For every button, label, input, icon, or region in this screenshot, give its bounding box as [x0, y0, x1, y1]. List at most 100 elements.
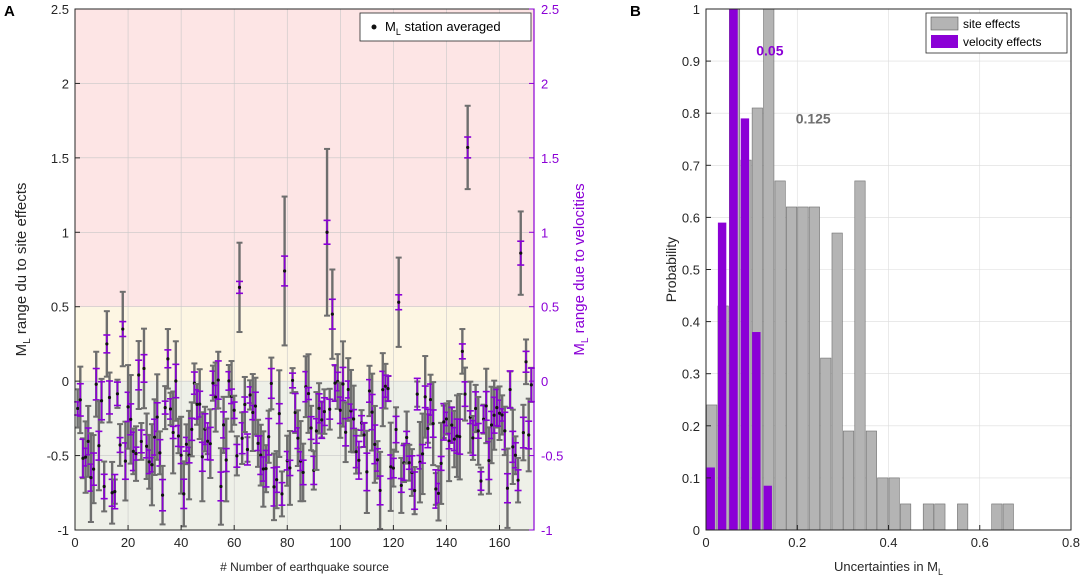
station-averaged-point — [328, 407, 332, 411]
station-averaged-point — [227, 379, 231, 383]
station-averaged-point — [99, 399, 104, 403]
station-averaged-point — [439, 461, 443, 465]
site-effects-bar — [843, 430, 855, 531]
station-averaged-point — [115, 392, 120, 396]
station-averaged-point — [458, 435, 462, 439]
station-averaged-point — [158, 451, 162, 455]
station-averaged-point — [527, 433, 531, 437]
station-averaged-point — [428, 397, 433, 402]
station-averaged-point — [184, 442, 189, 446]
x-tick-label: 0 — [702, 535, 709, 550]
legend-station-averaged: ML station averaged — [385, 19, 501, 37]
site-effects-bar — [900, 503, 912, 531]
station-averaged-point — [253, 404, 258, 408]
station-averaged-point — [142, 366, 146, 371]
station-averaged-point — [237, 285, 242, 289]
station-averaged-point — [147, 460, 151, 464]
y-tick-label: 0.2 — [682, 419, 700, 434]
station-averaged-point — [89, 476, 93, 480]
station-averaged-point — [301, 470, 305, 475]
station-averaged-point — [134, 451, 138, 456]
station-averaged-point — [269, 381, 273, 386]
station-averaged-point — [399, 483, 403, 488]
station-averaged-point — [508, 387, 512, 392]
station-averaged-point — [370, 410, 374, 414]
station-averaged-point — [487, 458, 491, 463]
station-averaged-point — [431, 422, 435, 426]
station-averaged-point — [317, 406, 321, 410]
station-averaged-point — [413, 489, 417, 493]
x-tick-label: 40 — [174, 535, 188, 550]
x-tick-label: 60 — [227, 535, 241, 550]
station-averaged-point — [261, 467, 265, 471]
station-averaged-point — [251, 410, 255, 415]
station-averaged-point — [474, 406, 478, 411]
station-averaged-point — [407, 461, 411, 465]
station-averaged-point — [471, 436, 475, 440]
station-averaged-point — [176, 434, 181, 438]
station-averaged-point — [208, 442, 212, 446]
station-averaged-point — [314, 429, 319, 433]
y-tick-label: 0 — [693, 523, 700, 538]
y-tick-label: 1 — [693, 2, 700, 17]
x-tick-label: 20 — [121, 535, 135, 550]
station-averaged-point — [105, 342, 109, 346]
station-averaged-point — [365, 470, 369, 474]
station-averaged-point — [97, 444, 101, 448]
x-tick-label: 100 — [329, 535, 351, 550]
y-tick-label-right: -1 — [541, 523, 553, 538]
x-tick-label: 0.4 — [879, 535, 897, 550]
y-tick-label: 0.7 — [682, 158, 700, 173]
station-averaged-point — [450, 423, 454, 427]
y-tick-label-left: -0.5 — [47, 449, 69, 464]
y-tick-label-left: 2.5 — [51, 2, 69, 17]
station-averaged-point — [221, 423, 226, 427]
station-averaged-point — [405, 435, 409, 440]
site-effects-bar — [957, 503, 969, 531]
station-averaged-point — [394, 427, 398, 432]
station-averaged-point — [200, 455, 204, 459]
y-tick-label-right: -0.5 — [541, 449, 563, 464]
station-averaged-point — [123, 459, 128, 463]
y-tick-label-left: 0.5 — [51, 300, 69, 315]
station-averaged-point — [383, 384, 388, 388]
x-tick-label: 0.2 — [788, 535, 806, 550]
panel-b-x-axis-label: Uncertainties in ML — [834, 559, 943, 577]
station-averaged-point — [460, 349, 464, 353]
y-tick-label-right: 1.5 — [541, 151, 559, 166]
station-averaged-point — [322, 409, 326, 414]
station-averaged-point — [306, 391, 311, 396]
y-tick-label-left: 0 — [62, 374, 69, 389]
panel-b-y-axis-label: Probability — [663, 237, 679, 302]
station-averaged-point — [168, 407, 173, 411]
station-averaged-point — [436, 491, 441, 495]
station-averaged-point — [455, 434, 459, 438]
station-averaged-point — [519, 251, 523, 255]
station-averaged-point — [198, 402, 202, 406]
panel-b-legend: site effects velocity effects — [925, 12, 1068, 54]
x-tick-label: 120 — [383, 535, 405, 550]
station-averaged-point — [84, 455, 88, 459]
station-averaged-point — [325, 230, 329, 234]
y-tick-label: 0.6 — [682, 210, 700, 225]
station-averaged-point — [113, 490, 117, 494]
station-averaged-point — [78, 398, 82, 402]
site-effects-bar — [1002, 503, 1014, 531]
x-tick-label: 0 — [71, 535, 78, 550]
site-effects-bar — [934, 503, 946, 531]
station-averaged-point — [152, 435, 157, 439]
x-tick-label: 80 — [280, 535, 294, 550]
station-averaged-point — [81, 456, 85, 460]
station-averaged-point — [179, 453, 183, 457]
station-averaged-point — [338, 408, 342, 412]
y-tick-label-left: 1.5 — [51, 151, 69, 166]
station-averaged-point — [320, 418, 324, 422]
station-averaged-point — [333, 381, 337, 385]
y-tick-label-left: 1 — [62, 225, 69, 240]
station-averaged-point — [466, 145, 470, 150]
station-averaged-point — [500, 413, 504, 417]
station-averaged-point — [118, 443, 122, 447]
station-averaged-point — [131, 449, 135, 453]
station-averaged-point — [375, 458, 380, 462]
